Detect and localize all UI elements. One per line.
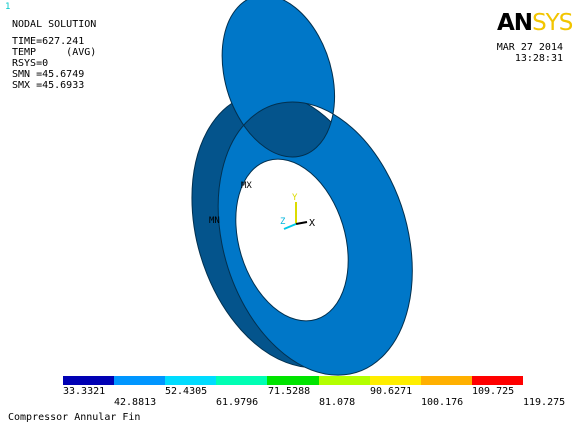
legend-value: 42.8813 [114,397,157,408]
time-stamp: 13:28:31 [514,53,563,64]
rsys-readout: RSYS=0 [12,58,49,69]
logo-part-an: AN [497,10,533,36]
legend-swatch [369,376,421,385]
triad-x-label: X [309,218,315,229]
legend-swatch [318,376,370,385]
result-type-label: NODAL SOLUTION [12,19,97,30]
logo-part-sys: SYS [532,10,573,36]
contour-legend-bar [63,376,523,385]
legend-value: 71.5288 [268,386,311,397]
legend-swatch [114,376,166,385]
smx-readout: SMX =45.6933 [12,80,85,91]
contour-legend-labels: 33.3321 52.4305 71.5288 90.6271 109.725 … [0,386,577,410]
legend-value: 33.3321 [63,386,106,397]
mn-marker: MN [209,216,220,226]
legend-swatch [471,376,523,385]
legend-swatch [63,376,115,385]
triad-x-axis [295,221,308,225]
window-number: 1 [5,2,11,12]
mx-marker: MX [241,181,252,191]
legend-value: 100.176 [421,397,464,408]
legend-swatch [216,376,268,385]
legend-value: 119.275 [523,397,566,408]
smn-readout: SMN =45.6749 [12,69,85,80]
legend-swatch [165,376,217,385]
triad-z-label: Z [280,217,286,227]
legend-value: 90.6271 [370,386,413,397]
triad-z-axis [283,223,297,230]
triad: Y X Z [280,193,315,230]
legend-swatch [267,376,319,385]
time-readout: TIME=627.241 [12,36,85,47]
legend-value: 81.078 [319,397,356,408]
triad-y-label: Y [292,193,298,203]
legend-swatch [420,376,472,385]
result-item-label: TEMP (AVG) [12,47,97,58]
legend-value: 61.9796 [216,397,259,408]
plot-title: Compressor Annular Fin [8,412,141,423]
fin-bore [235,158,349,322]
legend-value: 52.4305 [165,386,208,397]
date-stamp: MAR 27 2014 [496,42,563,53]
ansys-logo: ANSYS [497,10,573,36]
legend-value: 109.725 [472,386,515,397]
